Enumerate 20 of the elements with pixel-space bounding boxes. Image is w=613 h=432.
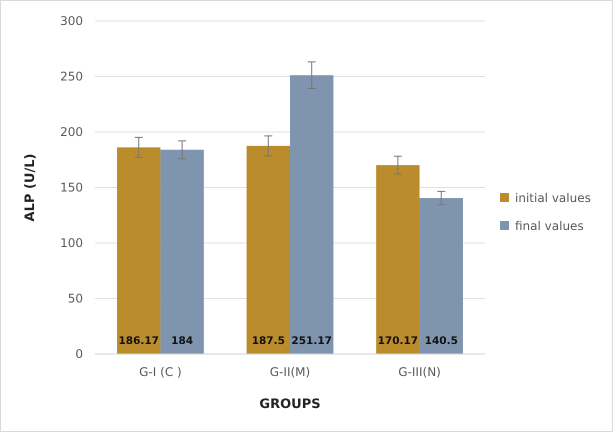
data-label: 140.5 bbox=[424, 335, 458, 347]
data-label: 184 bbox=[171, 335, 194, 347]
y-tick-label: 100 bbox=[60, 236, 83, 250]
data-label: 251.17 bbox=[291, 335, 332, 347]
y-tick-label: 200 bbox=[60, 125, 83, 140]
y-tick-label: 150 bbox=[60, 180, 83, 195]
y-axis-title: ALP (U/L) bbox=[23, 154, 38, 222]
x-tick-label: G-I (C ) bbox=[139, 365, 182, 379]
y-tick-label: 250 bbox=[60, 70, 83, 84]
data-label: 170.17 bbox=[378, 335, 418, 347]
legend-label: final values bbox=[515, 219, 584, 234]
x-axis-title: GROUPS bbox=[259, 397, 321, 412]
y-tick-label: 300 bbox=[60, 14, 83, 28]
data-label: 186.17 bbox=[118, 335, 159, 347]
y-tick-label: 50 bbox=[68, 292, 83, 306]
data-label: 187.5 bbox=[252, 335, 285, 347]
legend-label: initial values bbox=[515, 191, 591, 206]
x-tick-label: G-II(M) bbox=[270, 365, 310, 379]
y-tick-label: 0 bbox=[75, 347, 83, 362]
x-tick-label: G-III(N) bbox=[398, 365, 441, 379]
